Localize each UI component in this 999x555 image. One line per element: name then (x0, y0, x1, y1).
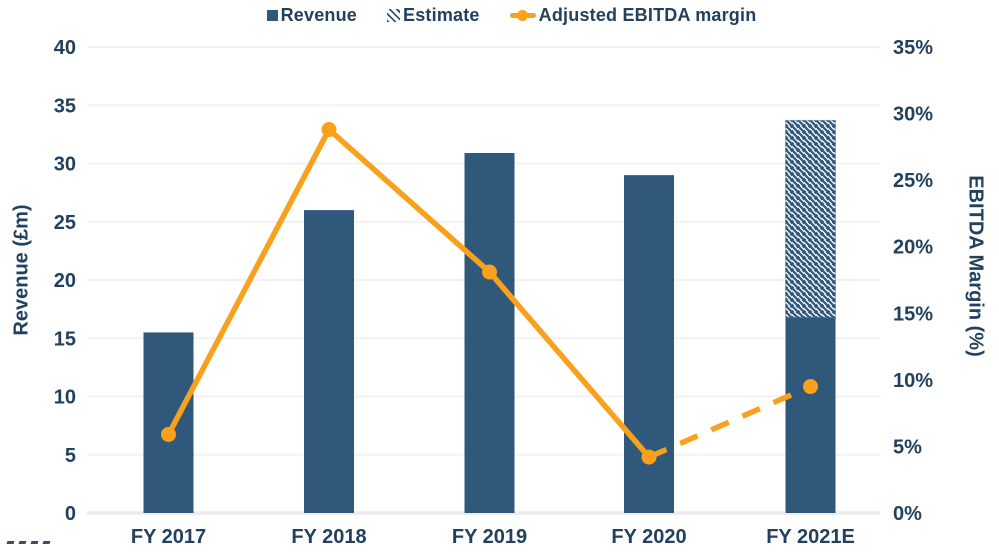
legend-item-ebitda-margin[interactable]: Adjusted EBITDA margin (509, 5, 757, 26)
svg-text:FY 2017: FY 2017 (131, 526, 206, 548)
legend-label-ebitda-margin: Adjusted EBITDA margin (538, 5, 757, 25)
left-axis-title: Revenue (£m) (10, 204, 33, 336)
svg-text:25: 25 (54, 212, 76, 234)
margin-line-swatch-icon (509, 9, 536, 22)
svg-text:35%: 35% (893, 37, 933, 59)
svg-text:30: 30 (54, 154, 76, 176)
svg-text:FY 2021E: FY 2021E (766, 526, 855, 548)
right-axis-title: EBITDA Margin (%) (964, 175, 987, 357)
svg-text:20%: 20% (893, 237, 933, 259)
svg-text:10: 10 (54, 387, 76, 409)
legend-item-revenue[interactable]: Revenue (266, 5, 358, 26)
svg-text:0%: 0% (893, 503, 922, 525)
revenue-swatch-icon (266, 10, 278, 21)
svg-text:FY 2018: FY 2018 (291, 526, 366, 548)
svg-text:FY 2020: FY 2020 (611, 526, 686, 548)
svg-text:15%: 15% (893, 303, 933, 325)
svg-text:30%: 30% (893, 104, 933, 126)
svg-text:25%: 25% (893, 170, 933, 192)
legend-label-estimate: Estimate (403, 5, 480, 25)
estimate-swatch-icon (387, 9, 401, 22)
svg-text:15: 15 (54, 328, 76, 350)
svg-text:5%: 5% (893, 436, 922, 458)
legend-item-estimate[interactable]: Estimate (387, 5, 480, 26)
clipped-text-fragment (6, 541, 51, 544)
svg-text:5: 5 (65, 445, 76, 467)
svg-text:20: 20 (54, 270, 76, 292)
svg-text:FY 2019: FY 2019 (452, 526, 527, 548)
legend-label-revenue: Revenue (280, 5, 358, 25)
svg-text:40: 40 (54, 37, 76, 59)
svg-text:0: 0 (65, 503, 76, 525)
chart-legend: Revenue Estimate Adjusted EBITDA margin (0, 5, 999, 26)
svg-text:10%: 10% (893, 370, 933, 392)
svg-text:35: 35 (54, 95, 76, 117)
